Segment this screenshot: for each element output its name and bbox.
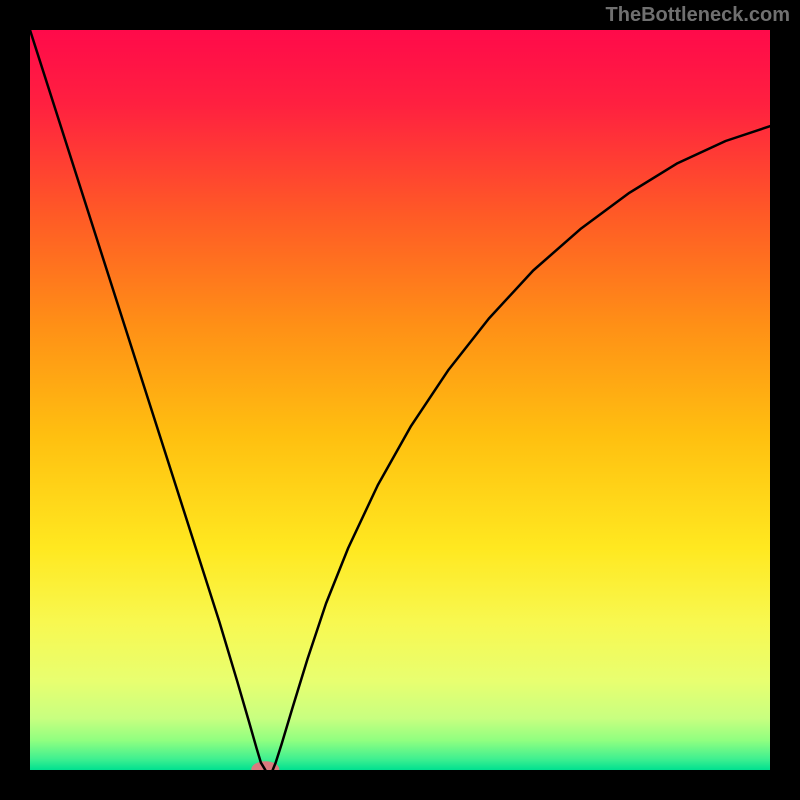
watermark-text: TheBottleneck.com	[606, 4, 790, 27]
curve-right-branch	[273, 126, 770, 770]
bottleneck-curve	[30, 30, 770, 770]
plot-area	[30, 30, 770, 770]
curve-left-branch	[30, 30, 265, 770]
